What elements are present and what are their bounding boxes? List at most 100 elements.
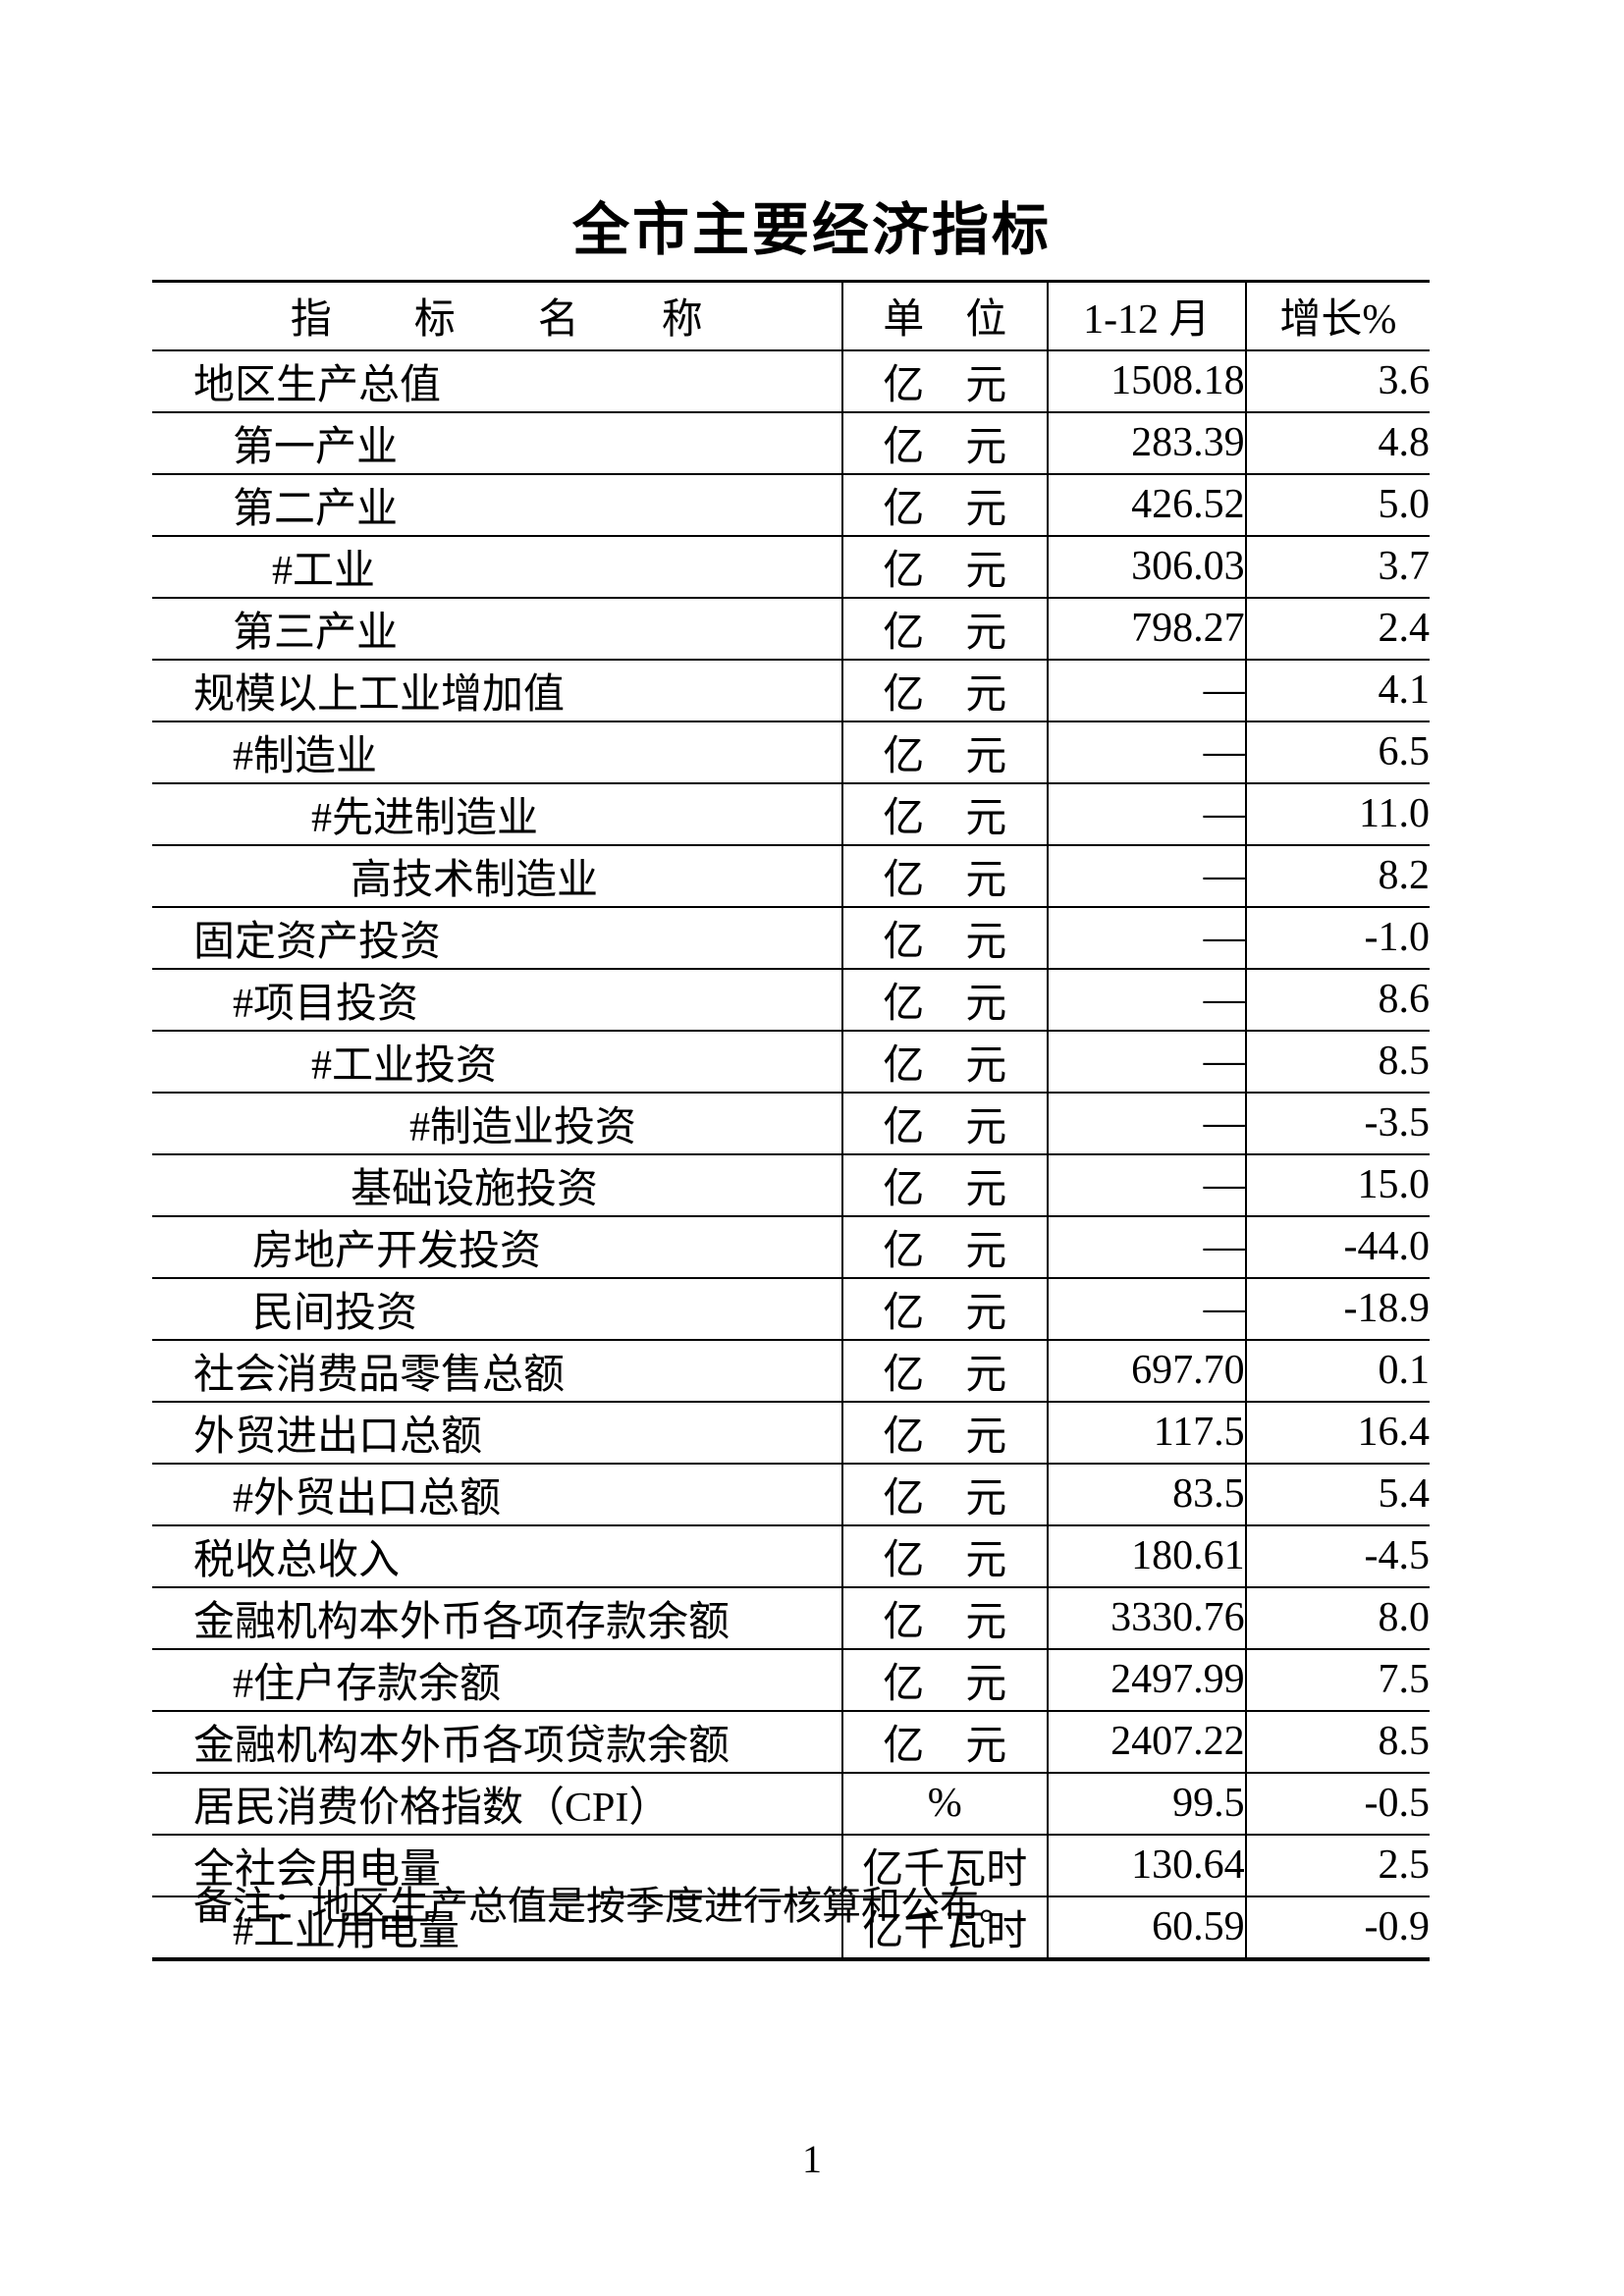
table-row: #工业 亿 元 306.03 3.7 (152, 535, 1430, 599)
growth-value-cell: 8.5 (1244, 1710, 1430, 1774)
indicator-name-cell: #项目投资 (152, 968, 842, 1032)
unit-cell: 亿千瓦时 (840, 1834, 1048, 1897)
page-title: 全市主要经济指标 (571, 198, 1052, 262)
header-period: 1-12 月 (1047, 281, 1246, 351)
unit-cell: 亿 元 (840, 906, 1048, 970)
unit-cell: 亿千瓦时 (840, 1896, 1048, 1960)
period-value-cell: 2497.99 (1047, 1648, 1246, 1712)
table-body: 地区生产总值 亿 元 1508.18 3.6 第一产业 亿 元 283.39 4… (152, 349, 1430, 1960)
table-row: 第二产业 亿 元 426.52 5.0 (152, 473, 1430, 537)
table-row: #住户存款余额 亿 元 2497.99 7.5 (152, 1648, 1430, 1712)
growth-value-cell: 5.0 (1244, 473, 1430, 537)
economic-indicators-table: 指 标 名 称 单 位 1-12 月 增长% 地区生产总值 亿 元 1508.1… (152, 280, 1430, 1961)
indicator-name-cell: 居民消费价格指数（CPI） (152, 1772, 842, 1836)
indicator-name-cell: #先进制造业 (152, 782, 842, 846)
period-value-cell: — (1047, 1153, 1246, 1217)
period-value-cell: 697.70 (1047, 1339, 1246, 1403)
period-value-cell: 283.39 (1047, 411, 1246, 475)
page-number: 1 (802, 2137, 822, 2181)
growth-value-cell: 0.1 (1244, 1339, 1430, 1403)
table-row: #制造业投资 亿 元 — -3.5 (152, 1092, 1430, 1155)
table-row: 房地产开发投资 亿 元 — -44.0 (152, 1215, 1430, 1279)
indicator-name-cell: 基础设施投资 (152, 1153, 842, 1217)
unit-cell: 亿 元 (840, 597, 1048, 661)
period-value-cell: 798.27 (1047, 597, 1246, 661)
growth-value-cell: -44.0 (1244, 1215, 1430, 1279)
table-row: #先进制造业 亿 元 — 11.0 (152, 782, 1430, 846)
table-row: 规模以上工业增加值 亿 元 — 4.1 (152, 659, 1430, 722)
growth-value-cell: 8.5 (1244, 1030, 1430, 1094)
growth-value-cell: -4.5 (1244, 1524, 1430, 1588)
unit-cell: 亿 元 (840, 1586, 1048, 1650)
table-header-row: 指 标 名 称 单 位 1-12 月 增长% (152, 281, 1430, 351)
indicator-name-cell: 固定资产投资 (152, 906, 842, 970)
period-value-cell: 180.61 (1047, 1524, 1246, 1588)
table-row: 金融机构本外币各项贷款余额 亿 元 2407.22 8.5 (152, 1710, 1430, 1774)
table-row: 外贸进出口总额 亿 元 117.5 16.4 (152, 1401, 1430, 1465)
growth-value-cell: 6.5 (1244, 721, 1430, 784)
period-value-cell: 2407.22 (1047, 1710, 1246, 1774)
unit-cell: 亿 元 (840, 1030, 1048, 1094)
table-row: 第三产业 亿 元 798.27 2.4 (152, 597, 1430, 661)
period-value-cell: — (1047, 844, 1246, 908)
unit-cell: 亿 元 (840, 535, 1048, 599)
table-row: 基础设施投资 亿 元 — 15.0 (152, 1153, 1430, 1217)
table-header: 指 标 名 称 单 位 1-12 月 增长% (152, 281, 1430, 351)
table-row: 民间投资 亿 元 — -18.9 (152, 1277, 1430, 1341)
period-value-cell: 117.5 (1047, 1401, 1246, 1465)
indicator-name-cell: #工业 (152, 535, 842, 599)
unit-cell: 亿 元 (840, 844, 1048, 908)
unit-cell: % (840, 1772, 1048, 1836)
table-row: 居民消费价格指数（CPI） % 99.5 -0.5 (152, 1772, 1430, 1836)
indicator-name-cell: 规模以上工业增加值 (152, 659, 842, 722)
growth-value-cell: -1.0 (1244, 906, 1430, 970)
indicators-table-container: 指 标 名 称 单 位 1-12 月 增长% 地区生产总值 亿 元 1508.1… (152, 280, 1430, 1961)
growth-value-cell: 4.1 (1244, 659, 1430, 722)
header-unit: 单 位 (840, 281, 1048, 351)
indicator-name-cell: #制造业 (152, 721, 842, 784)
growth-value-cell: 15.0 (1244, 1153, 1430, 1217)
period-value-cell: 60.59 (1047, 1896, 1246, 1960)
table-row: #项目投资 亿 元 — 8.6 (152, 968, 1430, 1032)
table-row: 全社会用电量 亿千瓦时 130.64 2.5 (152, 1834, 1430, 1897)
table-row: 税收总收入 亿 元 180.61 -4.5 (152, 1524, 1430, 1588)
period-value-cell: 3330.76 (1047, 1586, 1246, 1650)
indicator-name-cell: 金融机构本外币各项贷款余额 (152, 1710, 842, 1774)
growth-value-cell: -18.9 (1244, 1277, 1430, 1341)
table-row: 第一产业 亿 元 283.39 4.8 (152, 411, 1430, 475)
period-value-cell: — (1047, 782, 1246, 846)
growth-value-cell: 8.0 (1244, 1586, 1430, 1650)
period-value-cell: — (1047, 659, 1246, 722)
indicator-name-cell: 税收总收入 (152, 1524, 842, 1588)
unit-cell: 亿 元 (840, 1524, 1048, 1588)
indicator-name-cell: 民间投资 (152, 1277, 842, 1341)
indicator-name-cell: 社会消费品零售总额 (152, 1339, 842, 1403)
unit-cell: 亿 元 (840, 968, 1048, 1032)
table-row: #工业用电量 亿千瓦时 60.59 -0.9 (152, 1896, 1430, 1960)
period-value-cell: — (1047, 1030, 1246, 1094)
period-value-cell: — (1047, 721, 1246, 784)
unit-cell: 亿 元 (840, 1277, 1048, 1341)
unit-cell: 亿 元 (840, 721, 1048, 784)
header-indicator-name: 指 标 名 称 (152, 281, 842, 351)
indicator-name-cell: 第三产业 (152, 597, 842, 661)
period-value-cell: — (1047, 1215, 1246, 1279)
period-value-cell: 426.52 (1047, 473, 1246, 537)
growth-value-cell: 8.2 (1244, 844, 1430, 908)
unit-cell: 亿 元 (840, 1401, 1048, 1465)
period-value-cell: 99.5 (1047, 1772, 1246, 1836)
period-value-cell: — (1047, 968, 1246, 1032)
growth-value-cell: 7.5 (1244, 1648, 1430, 1712)
period-value-cell: — (1047, 1092, 1246, 1155)
indicator-name-cell: #工业用电量 (152, 1896, 842, 1960)
indicator-name-cell: #外贸出口总额 (152, 1463, 842, 1526)
indicator-name-cell: 高技术制造业 (152, 844, 842, 908)
unit-cell: 亿 元 (840, 1648, 1048, 1712)
indicator-name-cell: 全社会用电量 (152, 1834, 842, 1897)
unit-cell: 亿 元 (840, 659, 1048, 722)
indicator-name-cell: 金融机构本外币各项存款余额 (152, 1586, 842, 1650)
indicator-name-cell: 第二产业 (152, 473, 842, 537)
unit-cell: 亿 元 (840, 411, 1048, 475)
footnote: 备注：地区生产总值是按季度进行核算和公布。 (193, 1884, 1018, 1928)
